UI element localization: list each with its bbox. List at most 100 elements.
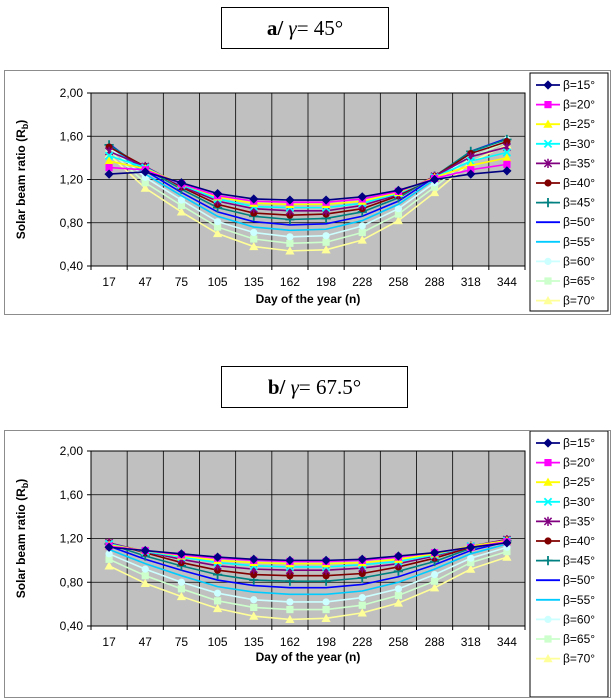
legend-item: β=20° (536, 456, 595, 470)
legend-item: β=35° (536, 156, 595, 170)
data-point (321, 195, 331, 205)
data-point (105, 555, 113, 563)
panel-slash-a: / (277, 16, 284, 40)
x-axis-title: Day of the year (n) (256, 650, 361, 664)
y-tick-label: 2,00 (60, 444, 84, 458)
data-point (393, 551, 404, 561)
x-tick-label: 288 (425, 635, 445, 649)
x-tick-label: 228 (352, 635, 372, 649)
y-axis-title: Solar beam ratio (Rb) (14, 479, 30, 599)
series-line (108, 538, 508, 572)
y-axis-title-close: ) (14, 120, 28, 124)
x-tick-label: 318 (461, 275, 481, 289)
data-point (502, 538, 512, 548)
legend-label: β=35° (563, 156, 595, 170)
legend-label: β=45° (563, 196, 595, 210)
data-point (466, 169, 476, 179)
data-point (140, 183, 150, 192)
legend-label: β=60° (563, 612, 595, 626)
legend-item: β=25° (536, 475, 595, 489)
data-point (176, 207, 187, 216)
series-β=15° (104, 538, 512, 565)
legend-label: β=45° (563, 554, 595, 568)
y-axis-title: Solar beam ratio (Rb) (14, 120, 30, 240)
legend-marker (544, 179, 552, 187)
series-line (108, 539, 508, 568)
data-point (177, 585, 186, 593)
x-tick-label: 162 (280, 635, 300, 649)
legend-label: β=55° (563, 593, 595, 607)
y-axis-title-close: ) (14, 479, 28, 483)
legend-marker (544, 257, 552, 265)
legend-marker (543, 158, 553, 168)
data-point (393, 215, 404, 225)
legend-item: β=70° (536, 294, 595, 308)
x-tick-label: 17 (102, 635, 116, 649)
series-β=15° (104, 166, 512, 205)
data-point (250, 235, 258, 243)
data-point (286, 233, 294, 241)
data-point (249, 241, 259, 251)
x-tick-label: 344 (497, 275, 517, 289)
legend-label: β=65° (563, 274, 595, 288)
data-point (141, 565, 149, 573)
legend-marker (543, 139, 553, 149)
y-tick-label: 0,40 (60, 619, 84, 633)
data-point (176, 178, 187, 188)
data-point (212, 188, 223, 199)
legend-box (529, 72, 609, 312)
legend-item: β=60° (536, 254, 595, 268)
legend-marker (543, 516, 553, 526)
data-point (212, 552, 223, 562)
chart-b: 2,00 1,60 1,20 0,80 0,40 17 47 75 105 135 162 198 22… (14, 431, 609, 697)
data-point (322, 232, 330, 240)
data-point (358, 569, 366, 578)
legend-marker (544, 459, 552, 467)
data-point (105, 550, 113, 558)
legend-marker (543, 556, 553, 566)
series-line (109, 170, 507, 201)
series-line (108, 556, 508, 621)
x-tick-label: 47 (139, 275, 153, 289)
data-point (358, 593, 366, 602)
legend-item: β=30° (536, 495, 595, 509)
x-tick-label: 288 (425, 275, 445, 289)
equals-a: = (296, 16, 309, 40)
legend-label: β=70° (563, 652, 595, 666)
data-point (502, 552, 512, 561)
series-line (109, 542, 508, 562)
chart-frame-b: 2,00 1,60 1,20 0,80 0,40 17 47 75 105 135 162 198 22… (4, 430, 611, 698)
x-tick-label: 198 (316, 275, 336, 289)
legend-label: β=40° (563, 176, 595, 190)
legend-item: β=60° (536, 612, 595, 626)
x-tick-label: 258 (388, 275, 408, 289)
panel-title-b: b/ γ= 67.5° (221, 366, 408, 408)
y-tick-label: 0,80 (60, 216, 84, 230)
x-tick-label: 47 (139, 635, 153, 649)
x-tick-label: 318 (461, 635, 481, 649)
y-axis-title-main: Solar beam ratio (R (14, 129, 28, 239)
data-point (321, 245, 331, 254)
data-point (140, 578, 150, 587)
data-point (285, 555, 295, 565)
data-point (104, 561, 114, 570)
data-point (286, 605, 294, 614)
data-point (249, 194, 259, 204)
y-tick-label: 0,40 (60, 259, 84, 273)
x-tick-label: 135 (244, 635, 264, 649)
x-tick-label: 75 (175, 635, 189, 649)
legend-label: β=15° (563, 436, 595, 450)
data-point (394, 585, 403, 593)
data-point (430, 577, 439, 585)
data-point (104, 151, 114, 160)
data-point (430, 183, 439, 191)
data-point (285, 614, 295, 624)
data-point (358, 601, 366, 609)
legend-label: β=20° (563, 456, 595, 470)
data-point (213, 597, 222, 605)
data-point (393, 598, 404, 607)
data-point (394, 210, 403, 218)
series-line (108, 541, 508, 589)
legend-marker (544, 635, 552, 643)
legend-item: β=65° (536, 274, 595, 288)
